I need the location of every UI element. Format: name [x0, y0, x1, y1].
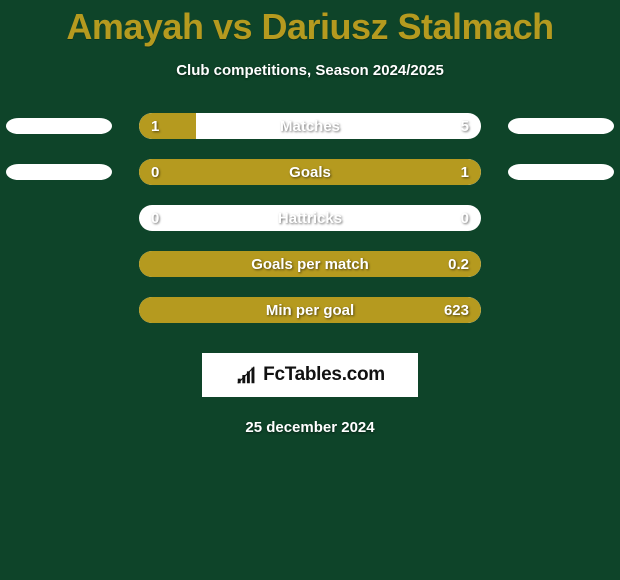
- comparison-card: Amayah vs Dariusz Stalmach Club competit…: [0, 0, 620, 436]
- page-title: Amayah vs Dariusz Stalmach: [66, 6, 553, 48]
- stat-label: Matches: [139, 113, 481, 139]
- stat-row: 00Hattricks: [0, 205, 620, 231]
- source-logo: FcTables.com: [202, 353, 418, 397]
- stat-label: Hattricks: [139, 205, 481, 231]
- stat-label: Goals: [139, 159, 481, 185]
- snapshot-date: 25 december 2024: [245, 419, 374, 436]
- stat-row: 15Matches: [0, 113, 620, 139]
- stat-bar: 15Matches: [139, 113, 481, 139]
- stat-label: Min per goal: [139, 297, 481, 323]
- stat-bar: 00Hattricks: [139, 205, 481, 231]
- stat-row: 623Min per goal: [0, 297, 620, 323]
- subtitle: Club competitions, Season 2024/2025: [176, 62, 444, 79]
- stat-row: 0.2Goals per match: [0, 251, 620, 277]
- player-right-pill: [508, 164, 614, 180]
- stat-bar: 0.2Goals per match: [139, 251, 481, 277]
- stat-rows: 15Matches 01Goals 00Hattricks 0.2Goals per …: [0, 113, 620, 323]
- stat-label: Goals per match: [139, 251, 481, 277]
- stat-row: 01Goals: [0, 159, 620, 185]
- stat-bar: 623Min per goal: [139, 297, 481, 323]
- player-right-pill: [508, 118, 614, 134]
- bar-chart-icon: [235, 364, 257, 386]
- stat-bar: 01Goals: [139, 159, 481, 185]
- player-left-pill: [6, 164, 112, 180]
- player-left-pill: [6, 118, 112, 134]
- logo-text: FcTables.com: [263, 364, 385, 386]
